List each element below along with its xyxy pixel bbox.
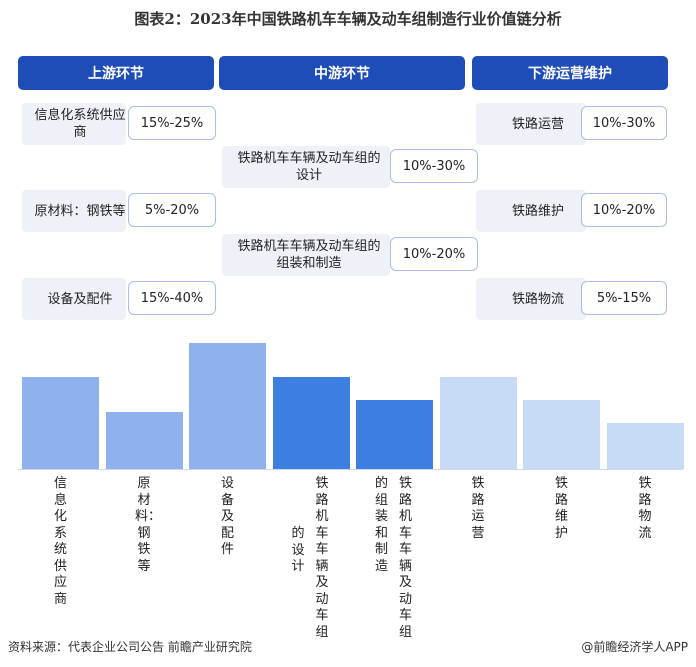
- midstream-item-label: 铁路机车车辆及动车组的设计: [237, 151, 381, 183]
- upstream-header: 上游环节: [18, 56, 214, 90]
- bar-8: [606, 423, 684, 469]
- source-note: 资料来源：代表企业公司公告 前瞻产业研究院: [8, 640, 252, 654]
- downstream-header: 下游运营维护: [472, 56, 668, 90]
- downstream-item-maintenance: 铁路维护: [476, 190, 586, 232]
- bar-4: [272, 377, 350, 469]
- upstream-item-info: 信息化系统供应商: [22, 103, 126, 145]
- chart-title: 图表2：2023年中国铁路机车车辆及动车组制造行业价值链分析: [134, 10, 562, 28]
- downstream-item-label: 铁路物流: [511, 291, 564, 307]
- downstream-item-pct: 10%-20%: [581, 193, 667, 227]
- upstream-item-label: 设备及配件: [47, 291, 113, 307]
- x-tick-label: 信息化系统供应商: [53, 476, 67, 607]
- x-tick-label: 铁路物流: [638, 476, 652, 541]
- upstream-item-pct: 15%-40%: [128, 281, 216, 315]
- upstream-item-label: 信息化系统供应商: [34, 108, 126, 140]
- x-tick-label-cont: 的设计: [291, 526, 305, 574]
- upstream-item-label: 原材料：钢铁等: [34, 203, 126, 219]
- bar-7: [523, 400, 600, 469]
- upstream-item-pct: 15%-25%: [128, 106, 216, 140]
- x-tick-label: 铁路运营: [471, 476, 485, 541]
- x-tick-label: 原材料：钢铁等: [135, 476, 162, 574]
- downstream-item-label: 铁路运营: [511, 116, 564, 132]
- x-tick-label: 铁路机车车辆及动车组: [315, 476, 329, 640]
- bar-3: [189, 343, 266, 469]
- bar-2: [105, 411, 183, 469]
- x-tick-label: 铁路机车车辆及动车组: [398, 476, 412, 640]
- bar-5: [356, 400, 433, 469]
- x-tick-label-cont: 的组装和制造: [374, 476, 388, 574]
- bar-6: [439, 377, 517, 469]
- upstream-item-steel: 原材料：钢铁等: [22, 190, 126, 232]
- midstream-item-design: 铁路机车车辆及动车组的设计: [222, 146, 390, 188]
- midstream-item-pct: 10%-30%: [390, 149, 478, 183]
- midstream-item-label: 铁路机车车辆及动车组的组装和制造: [237, 239, 381, 271]
- midstream-item-pct: 10%-20%: [390, 237, 478, 271]
- x-axis-baseline: [18, 469, 683, 470]
- x-tick-label: 铁路维护: [554, 476, 568, 541]
- downstream-item-pct: 5%-15%: [581, 281, 667, 315]
- downstream-item-logistics: 铁路物流: [476, 278, 586, 320]
- midstream-header: 中游环节: [219, 56, 465, 90]
- midstream-item-manufacture: 铁路机车车辆及动车组的组装和制造: [222, 234, 390, 276]
- x-tick-label: 设备及配件: [220, 476, 234, 557]
- upstream-item-pct: 5%-20%: [128, 193, 216, 227]
- downstream-item-pct: 10%-30%: [581, 106, 667, 140]
- bar-1: [22, 377, 99, 469]
- brand-label: @前瞻经济学人APP: [581, 640, 688, 654]
- downstream-item-operation: 铁路运营: [476, 103, 586, 145]
- downstream-item-label: 铁路维护: [511, 203, 564, 219]
- upstream-item-equipment: 设备及配件: [22, 278, 126, 320]
